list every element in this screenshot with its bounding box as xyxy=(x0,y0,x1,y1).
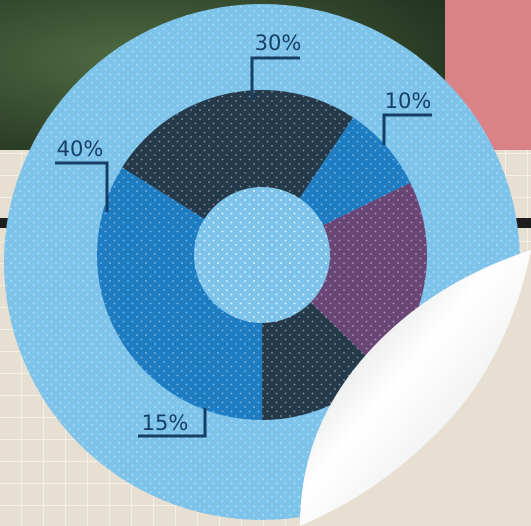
value-label: 10% xyxy=(385,89,432,113)
leader-line xyxy=(55,161,109,212)
hole-dots xyxy=(194,187,330,323)
leader-line xyxy=(250,56,300,98)
page-curl xyxy=(300,250,531,526)
leader-line xyxy=(382,113,432,145)
labels: 30% 10% 15% 40% xyxy=(55,31,432,438)
value-label: 40% xyxy=(57,137,104,161)
value-label: 15% xyxy=(142,411,189,435)
value-label: 30% xyxy=(255,31,302,55)
leader-line xyxy=(138,408,207,438)
